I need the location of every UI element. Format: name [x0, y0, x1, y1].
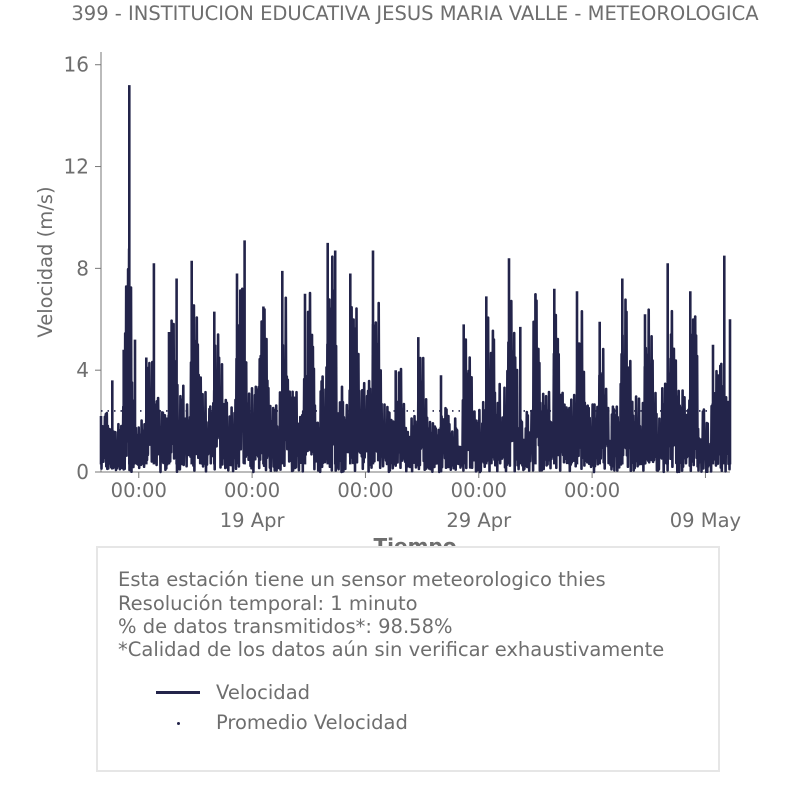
x-tick-date-label: 19 Apr [220, 509, 286, 532]
x-tick-date-label: 29 Apr [446, 509, 512, 532]
plot-area: 0 4 8 12 16 00:00 00:00 19 Apr 00:00 00:00 29 Apr 0… [64, 52, 741, 532]
y-tick-label: 0 [76, 460, 89, 484]
info-resolution-text: Resolución temporal: 1 minuto [118, 592, 418, 615]
x-tick-label: 00:00 [111, 479, 167, 502]
info-quality-note: *Calidad de los datos aún sin verificar … [118, 638, 665, 661]
legend-label-velocidad: Velocidad [216, 681, 311, 704]
y-tick-label: 12 [64, 155, 89, 179]
legend-line-swatch [156, 691, 200, 694]
legend-box: Esta estación tiene un sensor meteorolog… [96, 546, 720, 772]
x-tick-label: 00:00 [224, 479, 280, 502]
y-tick-label: 16 [64, 53, 89, 77]
y-axis-label: Velocidad (m/s) [34, 186, 57, 337]
y-tick-label: 8 [76, 256, 89, 280]
x-tick-label: 00:00 [451, 479, 507, 502]
y-tick-label: 4 [76, 358, 89, 382]
info-sensor-text: Esta estación tiene un sensor meteorolog… [118, 568, 606, 591]
chart-title: 399 - INSTITUCION EDUCATIVA JESUS MARIA … [71, 2, 759, 25]
legend-dot-swatch [177, 722, 180, 725]
x-tick-date-label: 09 May [670, 509, 741, 532]
series-velocidad-line [99, 85, 732, 474]
legend-label-promedio: Promedio Velocidad [216, 711, 408, 734]
x-tick-label: 00:00 [564, 479, 620, 502]
x-tick-label: 00:00 [337, 479, 393, 502]
info-transmitted-text: % de datos transmitidos*: 98.58% [118, 615, 453, 638]
